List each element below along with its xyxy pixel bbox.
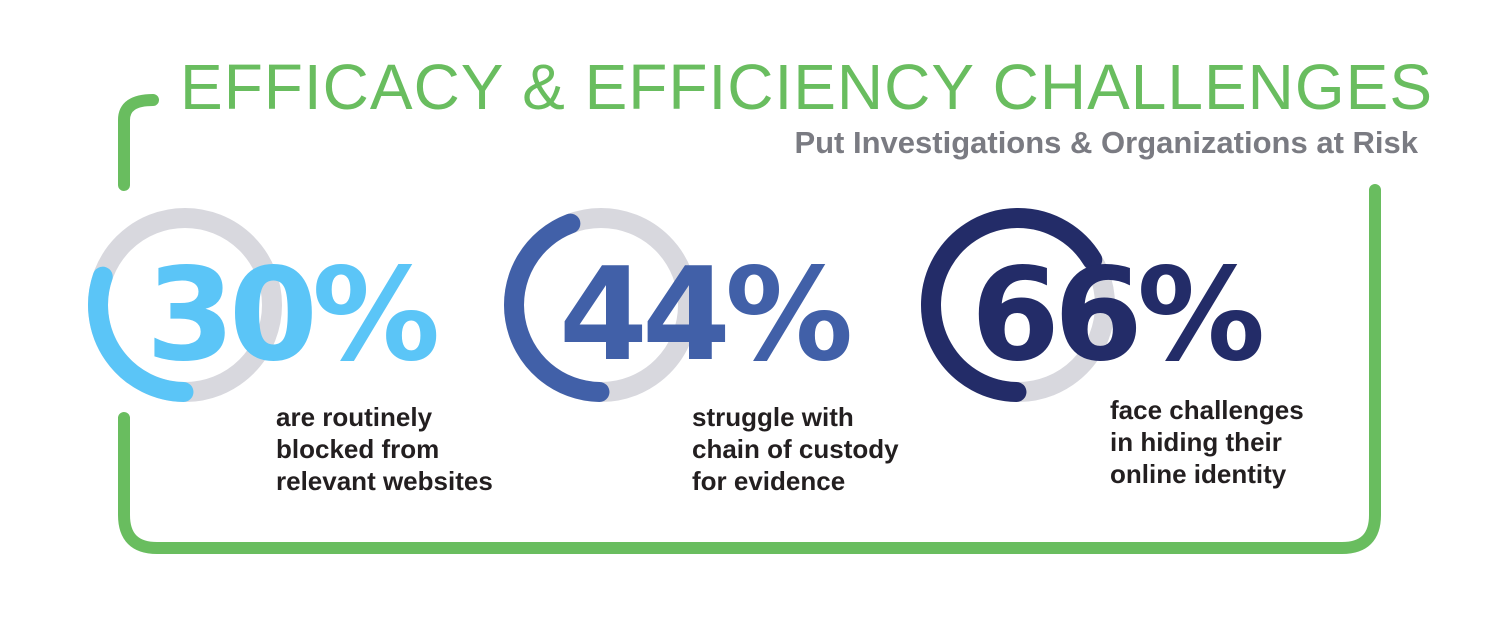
stat-description-3-line: in hiding their: [1110, 427, 1282, 457]
stat-description-1-line: are routinely: [276, 402, 433, 432]
gauge-arc-2: [504, 213, 610, 402]
stat-value-1: 30%: [146, 241, 437, 390]
gauge-arc-1: [88, 266, 194, 402]
stat-description-2-line: chain of custody: [692, 434, 899, 464]
stat-description-2: struggle with chain of custody for evide…: [692, 401, 899, 497]
stat-description-1: are routinely blocked from relevant webs…: [276, 401, 493, 497]
stat-value-3: 66%: [971, 241, 1262, 390]
page-title: EFFICACY & EFFICIENCY CHALLENGES: [180, 51, 1434, 123]
page-subtitle: Put Investigations & Organizations at Ri…: [794, 125, 1418, 160]
frame-bottom-stroke: [118, 184, 1381, 554]
stat-description-2-line: for evidence: [692, 466, 846, 496]
stat-description-1-line: blocked from: [276, 434, 440, 464]
stat-description-3-line: online identity: [1110, 459, 1287, 489]
stat-description-3-line: face challenges: [1110, 395, 1304, 425]
gauge-arc-3: [921, 208, 1103, 402]
stat-description-3: face challenges in hiding their online i…: [1110, 394, 1304, 490]
stat-description-1-line: relevant websites: [276, 466, 493, 496]
stat-value-2: 44%: [559, 241, 850, 390]
gauge-group: 30% 44% 66%: [88, 208, 1268, 402]
stat-description-2-line: struggle with: [692, 402, 854, 432]
frame-left-top-stroke: [118, 94, 159, 191]
